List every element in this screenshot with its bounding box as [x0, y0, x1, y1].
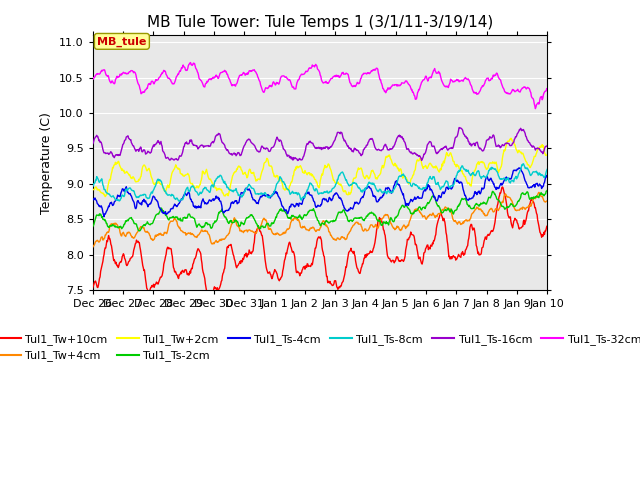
- Text: MB_tule: MB_tule: [97, 36, 147, 47]
- Title: MB Tule Tower: Tule Temps 1 (3/1/11-3/19/14): MB Tule Tower: Tule Temps 1 (3/1/11-3/19…: [147, 15, 493, 30]
- Y-axis label: Temperature (C): Temperature (C): [40, 112, 54, 214]
- Legend: Tul1_Tw+10cm, Tul1_Tw+4cm, Tul1_Tw+2cm, Tul1_Ts-2cm, Tul1_Ts-4cm, Tul1_Ts-8cm, T: Tul1_Tw+10cm, Tul1_Tw+4cm, Tul1_Tw+2cm, …: [0, 330, 640, 366]
